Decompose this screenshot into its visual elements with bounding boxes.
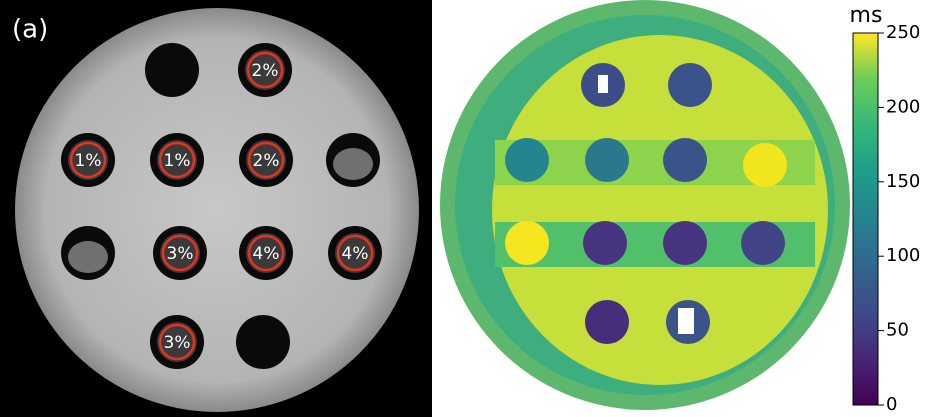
vial-map <box>505 221 549 265</box>
roi-label: 1% <box>164 151 191 171</box>
colorbar-tick-label: 150 <box>886 171 920 192</box>
colorbar-tick-label: 100 <box>886 245 920 266</box>
vial-map <box>585 138 629 182</box>
vial-map <box>663 221 707 265</box>
roi-outline <box>69 141 107 179</box>
vial-map <box>663 138 707 182</box>
vials-a: 2% 1% 1% 2% 3% 4% 4% 3% <box>61 43 382 369</box>
void <box>598 75 608 93</box>
vial-fluid <box>335 233 375 273</box>
vial-map <box>585 300 629 344</box>
roi-outline <box>336 234 374 272</box>
vial <box>145 43 199 97</box>
vial-fluid <box>68 241 108 273</box>
vial-map <box>505 138 549 182</box>
vial-fluid <box>246 233 286 273</box>
roi-outline <box>247 234 285 272</box>
vial-fluid <box>333 148 373 180</box>
roi-label: 3% <box>164 333 191 353</box>
roi-outline <box>246 51 284 89</box>
roi-label: 2% <box>252 61 279 81</box>
colorbar <box>852 32 879 406</box>
colorbar-tick-label: 250 <box>886 22 920 43</box>
colorbar-tick-label: 0 <box>886 394 897 415</box>
vial-fluid <box>157 140 197 180</box>
roi-outline <box>247 141 285 179</box>
vial-fluid <box>245 50 285 90</box>
vials-b <box>505 63 787 344</box>
vial-map <box>583 221 627 265</box>
roi-label: 4% <box>253 244 280 264</box>
vial-fluid <box>246 140 286 180</box>
vial-fluid <box>68 140 108 180</box>
vial <box>236 315 290 369</box>
roi-label: 2% <box>253 151 280 171</box>
vial-fluid <box>157 322 197 362</box>
colorbar-tick-label: 50 <box>886 320 909 341</box>
panel-b <box>440 0 850 410</box>
void <box>678 308 694 334</box>
panel-label: (b) <box>452 15 489 45</box>
roi-outline <box>161 234 199 272</box>
roi-outline <box>158 323 196 361</box>
vial-map <box>743 143 787 187</box>
roi-outline <box>158 141 196 179</box>
colorbar-unit: ms <box>850 3 883 28</box>
roi-label: 4% <box>342 244 369 264</box>
roi-label: 1% <box>75 151 102 171</box>
phantom-map <box>492 35 828 385</box>
vial-map <box>741 221 785 265</box>
vial-fluid <box>160 233 200 273</box>
phantom <box>15 8 419 412</box>
roi-label: 3% <box>167 244 194 264</box>
panel-label: (a) <box>12 15 48 45</box>
colorbar-tick-label: 200 <box>886 96 920 117</box>
vial-map <box>668 63 712 107</box>
